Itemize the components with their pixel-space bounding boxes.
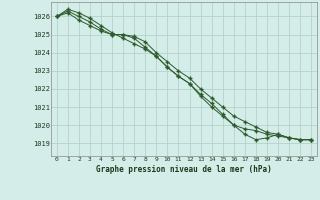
X-axis label: Graphe pression niveau de la mer (hPa): Graphe pression niveau de la mer (hPa)	[96, 165, 272, 174]
